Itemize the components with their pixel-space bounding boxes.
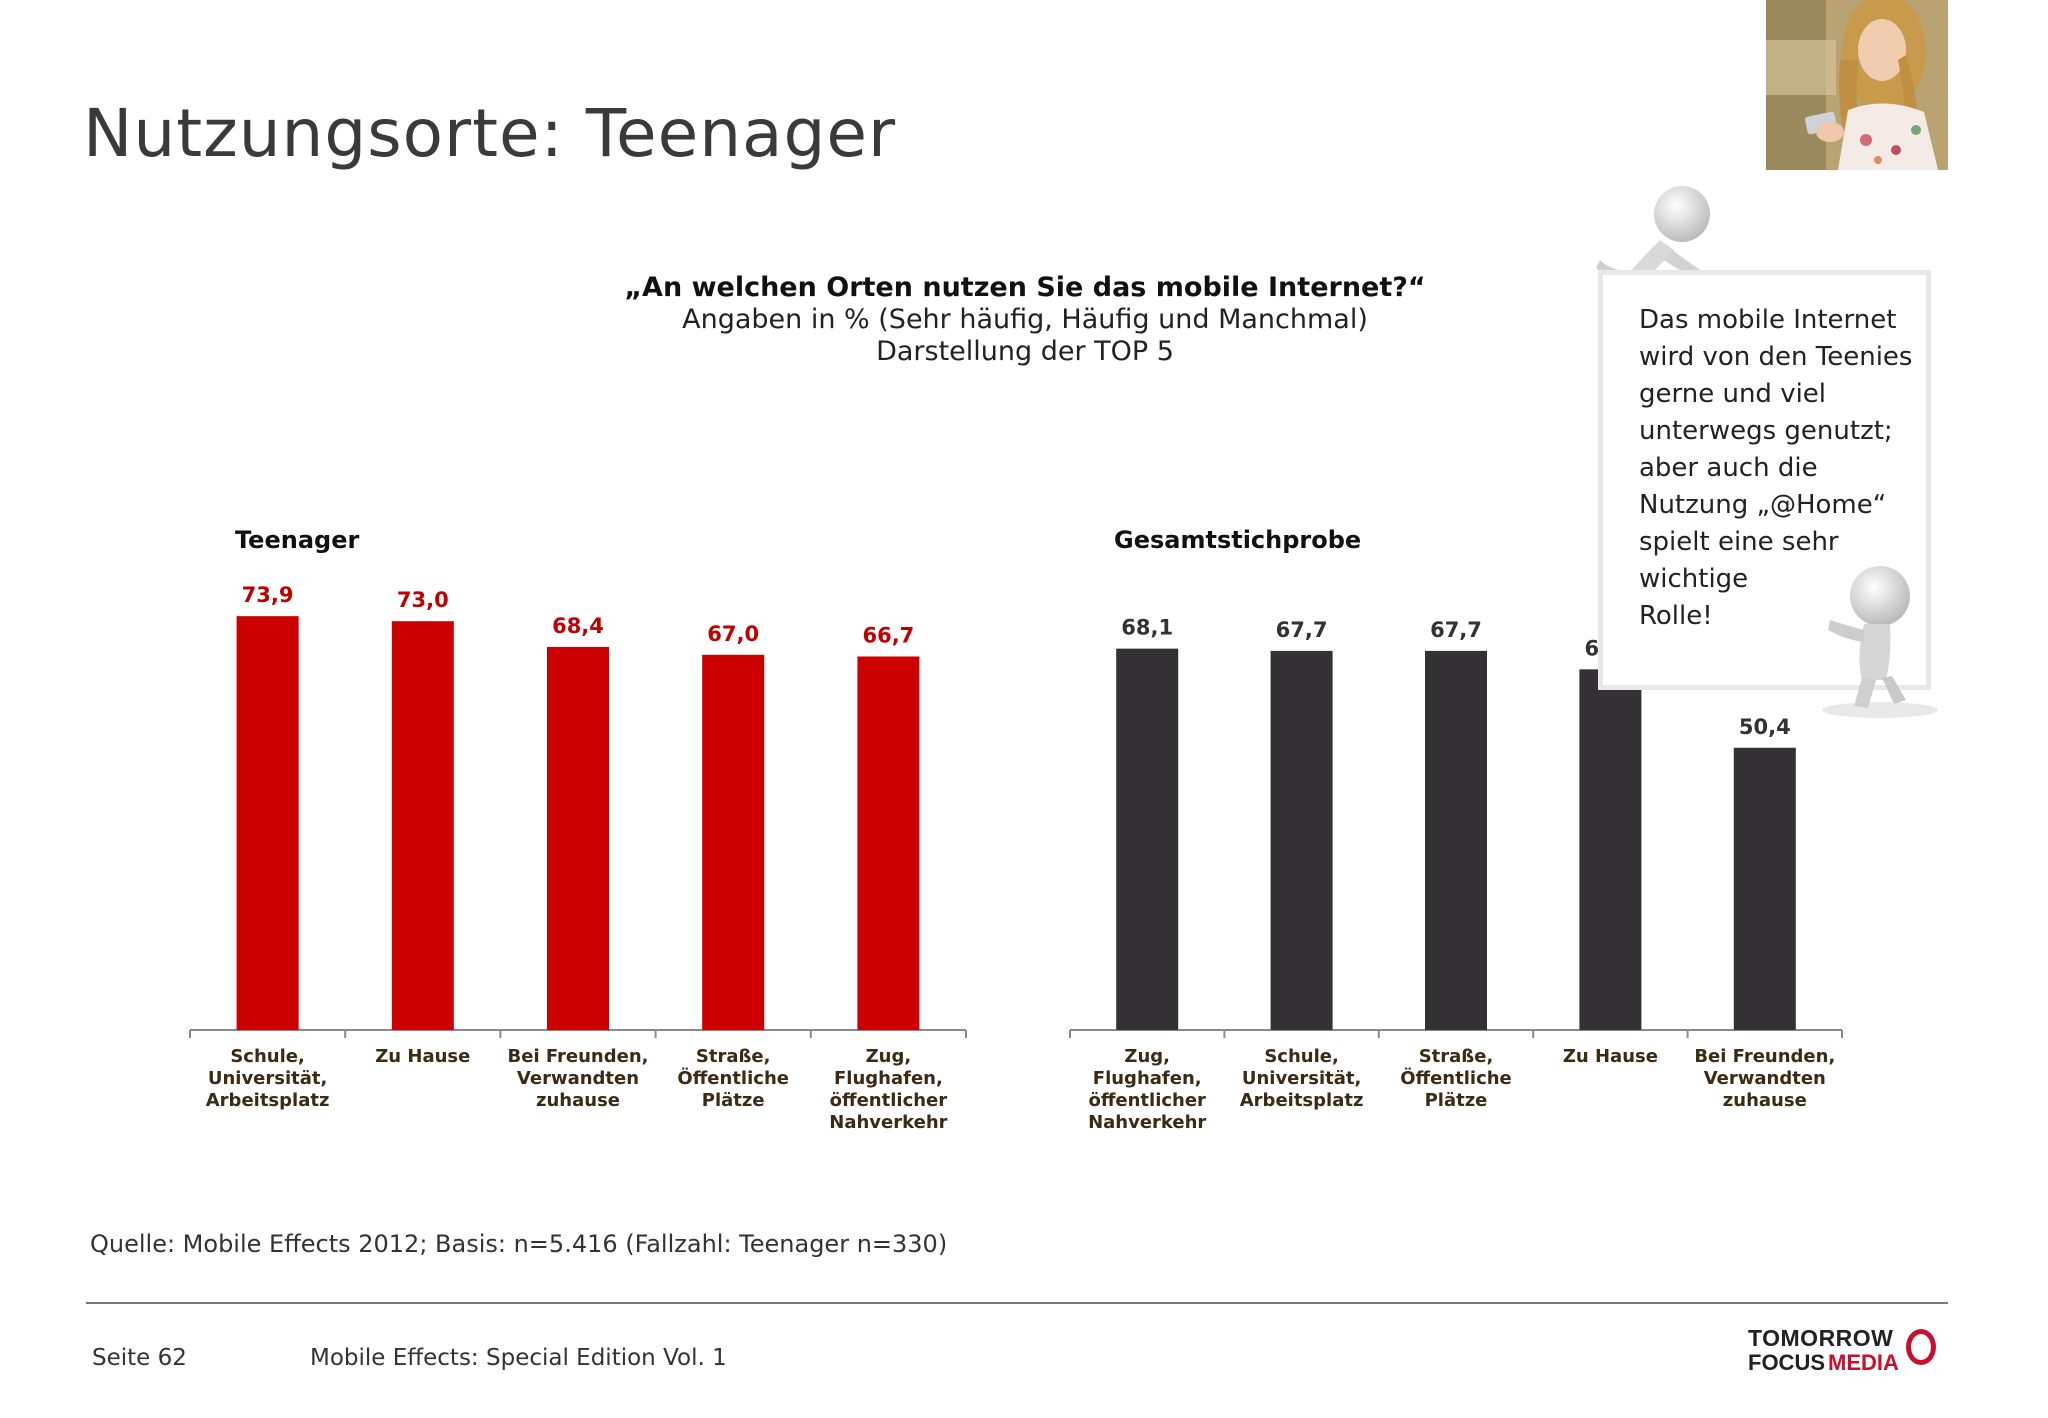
teen-bar [236,616,299,1030]
total-bar [1425,650,1487,1030]
publication-title: Mobile Effects: Special Edition Vol. 1 [310,1345,727,1371]
teen-category-label-line: zuhause [536,1090,620,1111]
total-bar [1116,648,1179,1030]
teen-category-label-line: Universität, [208,1068,328,1089]
total-chart-title: Gesamtstichprobe [1114,526,1361,554]
teen-category-label-line: Zu Hause [375,1046,470,1067]
total-data-label: 68,1 [1121,616,1173,640]
page-title: Nutzungsorte: Teenager [83,95,897,172]
total-category-label-line: Nahverkehr [1088,1112,1206,1133]
total-category-label: Bei Freunden, Verwandten zuhause [1694,1046,1835,1111]
total-bar [1733,747,1796,1030]
logo-ring-icon [1906,1329,1936,1365]
callout-line: gerne und viel [1639,379,1827,409]
teen-data-label: 68,4 [552,614,604,638]
teen-category-label-line: Plätze [702,1090,765,1111]
teen-bar [547,646,609,1030]
teen-category-label-line: Bei Freunden, [508,1046,649,1067]
total-category-label: Zu Hause [1563,1046,1658,1067]
total-category-label-line: Universität, [1242,1068,1362,1089]
total-category-label: Zug, Flughafen, öffentlicher Nahverkehr [1088,1046,1206,1133]
tomorrow-focus-media-logo: TOMORROW FOCUS MEDIA [1748,1325,1958,1375]
teen-category-label: Zug, Flughafen, öffentlicher Nahverkehr [829,1046,947,1133]
total-category-label-line: Zug, [1124,1046,1170,1067]
callout-line: spielt eine sehr [1639,527,1839,557]
page-number: Seite 62 [92,1345,187,1371]
total-category-label-line: Arbeitsplatz [1240,1090,1364,1111]
teen-category-label: Straße, Öffentliche Plätze [677,1046,789,1111]
callout-line: Rolle! [1639,601,1713,631]
callout-line: Nutzung „@Home“ [1639,490,1887,520]
callout-line: wichtige [1639,564,1749,594]
teen-category-label: Schule, Universität, Arbeitsplatz [206,1046,330,1111]
total-data-label: 67,7 [1276,618,1328,642]
callout-line: unterwegs genutzt; [1639,416,1893,446]
chart-subtitle-line2: Darstellung der TOP 5 [876,336,1174,367]
teen-data-label: 73,9 [242,583,294,607]
callout-text: Das mobile Internet wird von den Teenies… [1639,302,1939,635]
callout-line: wird von den Teenies [1639,342,1913,372]
total-category-label-line: Öffentliche [1400,1067,1512,1089]
figure-pushing-icon [1822,566,1938,718]
teen-category-label-line: Verwandten [517,1068,639,1089]
logo-word-tomorrow: TOMORROW [1748,1325,1894,1351]
teen-bar [857,656,920,1030]
footer-divider [86,1302,1948,1304]
callout-line: aber auch die [1639,453,1818,483]
teen-category-label-line: Schule, [230,1046,304,1067]
total-data-label: 50,4 [1739,715,1791,739]
teen-chart-title: Teenager [235,526,359,554]
chart-question: „An welchen Orten nutzen Sie das mobile … [624,272,1426,303]
total-category-label: Straße, Öffentliche Plätze [1400,1046,1512,1111]
total-category-label-line: Straße, [1419,1046,1494,1067]
total-bar [1270,650,1333,1030]
teen-category-label: Zu Hause [375,1046,470,1067]
total-category-label-line: Zu Hause [1563,1046,1658,1067]
total-category-label-line: Bei Freunden, [1694,1046,1835,1067]
teen-data-label: 67,0 [707,622,759,646]
teen-photo-illustration [1766,0,1948,170]
teen-bar [702,654,765,1030]
teen-category-label-line: Öffentliche [677,1067,789,1089]
total-category-label-line: Verwandten [1704,1068,1826,1089]
teen-category-label-line: Flughafen, [834,1068,943,1089]
teen-category-label-line: öffentlicher [830,1090,948,1111]
chart-subtitle-line1: Angaben in % (Sehr häufig, Häufig und Ma… [682,304,1368,335]
chart-question-block: „An welchen Orten nutzen Sie das mobile … [520,272,1530,368]
callout-line: Das mobile Internet [1639,305,1897,335]
total-data-label: 67,7 [1430,618,1482,642]
total-category-label-line: zuhause [1723,1090,1807,1111]
teen-category-label: Bei Freunden, Verwandten zuhause [508,1046,649,1111]
logo-word-media: MEDIA [1828,1350,1899,1375]
total-category-label: Schule, Universität, Arbeitsplatz [1240,1046,1364,1111]
total-category-label-line: öffentlicher [1088,1090,1206,1111]
teen-category-label-line: Zug, [866,1046,912,1067]
teen-bar [391,621,454,1030]
total-category-label-line: Flughafen, [1093,1068,1202,1089]
teen-category-label-line: Arbeitsplatz [206,1090,330,1111]
source-note: Quelle: Mobile Effects 2012; Basis: n=5.… [90,1230,948,1258]
teen-category-label-line: Straße, [696,1046,771,1067]
teen-photo [1766,0,1948,170]
teen-data-label: 73,0 [397,588,449,612]
teen-category-label-line: Nahverkehr [829,1112,947,1133]
logo-word-focus: FOCUS [1748,1350,1825,1375]
total-category-label-line: Schule, [1264,1046,1338,1067]
teen-data-label: 66,7 [862,623,914,647]
total-category-label-line: Plätze [1425,1090,1488,1111]
total-bar [1579,669,1642,1030]
